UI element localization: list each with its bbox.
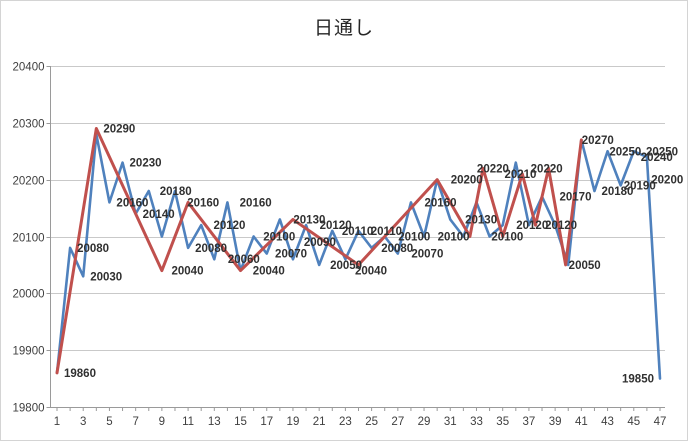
data-label: 20120 <box>545 220 577 232</box>
data-label: 20200 <box>651 175 683 187</box>
data-label: 20070 <box>275 249 307 261</box>
svg-text:19900: 19900 <box>13 346 45 358</box>
svg-text:17: 17 <box>260 416 273 428</box>
data-label: 20160 <box>116 197 148 209</box>
data-label: 20130 <box>465 214 497 226</box>
data-label: 20210 <box>504 169 536 181</box>
data-label: 20050 <box>569 260 601 272</box>
svg-text:11: 11 <box>182 416 194 428</box>
svg-text:20400: 20400 <box>13 62 45 74</box>
svg-text:1: 1 <box>54 416 60 428</box>
data-label: 20120 <box>213 220 245 232</box>
svg-text:13: 13 <box>208 416 221 428</box>
y-axis <box>46 66 51 408</box>
svg-text:33: 33 <box>470 416 483 428</box>
svg-text:25: 25 <box>365 416 378 428</box>
svg-text:19: 19 <box>287 416 300 428</box>
data-label: 20170 <box>560 192 592 204</box>
data-label: 20100 <box>263 232 295 244</box>
svg-text:29: 29 <box>418 416 431 428</box>
data-label: 19860 <box>64 368 96 380</box>
data-label: 19850 <box>622 374 654 386</box>
data-label: 20180 <box>160 186 192 198</box>
data-label: 20120 <box>320 220 352 232</box>
data-label: 20040 <box>253 266 285 278</box>
svg-text:20300: 20300 <box>13 119 45 131</box>
data-label: 20110 <box>342 226 373 238</box>
data-label: 20110 <box>371 226 402 238</box>
svg-text:37: 37 <box>523 416 536 428</box>
data-label: 20120 <box>516 220 548 232</box>
svg-text:39: 39 <box>549 416 562 428</box>
data-label: 20030 <box>90 271 122 283</box>
svg-text:3: 3 <box>80 416 86 428</box>
data-label: 20090 <box>304 237 336 249</box>
data-labels: 19860 20080 20030 20290 20160 20230 20140 20180… <box>64 124 683 386</box>
data-label: 20250 <box>646 146 678 158</box>
chart-title: 日通し <box>313 18 374 39</box>
data-label: 20130 <box>293 214 325 226</box>
data-label: 20080 <box>77 243 109 255</box>
svg-text:27: 27 <box>391 416 404 428</box>
series-blue <box>55 132 662 380</box>
data-label: 20180 <box>601 186 633 198</box>
data-label: 20050 <box>330 260 362 272</box>
data-label: 20100 <box>491 232 523 244</box>
svg-text:31: 31 <box>444 416 457 428</box>
svg-text:43: 43 <box>601 416 614 428</box>
y-axis-labels: 20400 20300 20200 20100 20000 19900 19800 <box>13 62 45 415</box>
data-label: 20100 <box>438 232 470 244</box>
svg-text:21: 21 <box>313 416 326 428</box>
data-label: 20160 <box>424 197 456 209</box>
svg-text:7: 7 <box>132 416 138 428</box>
data-label: 20190 <box>624 180 656 192</box>
svg-text:20100: 20100 <box>13 233 45 245</box>
svg-text:20000: 20000 <box>13 289 45 301</box>
data-label: 20140 <box>143 209 175 221</box>
data-label: 20200 <box>451 175 483 187</box>
data-label: 20070 <box>411 249 443 261</box>
data-label: 20240 <box>641 152 673 164</box>
data-label: 20080 <box>381 243 413 255</box>
svg-text:35: 35 <box>496 416 509 428</box>
data-label: 20080 <box>195 243 227 255</box>
data-label: 20270 <box>582 135 614 147</box>
data-label: 20230 <box>130 158 162 170</box>
svg-text:23: 23 <box>339 416 352 428</box>
data-label: 20040 <box>171 266 203 278</box>
svg-text:45: 45 <box>627 416 640 428</box>
data-label: 20220 <box>531 163 563 175</box>
data-label: 20040 <box>355 266 387 278</box>
svg-text:9: 9 <box>159 416 165 428</box>
data-label: 20290 <box>103 124 135 136</box>
svg-text:19800: 19800 <box>13 403 45 415</box>
data-label: 20060 <box>228 254 260 266</box>
gridlines <box>50 66 665 408</box>
data-label: 20100 <box>398 232 430 244</box>
svg-text:5: 5 <box>106 416 112 428</box>
svg-text:41: 41 <box>575 416 588 428</box>
svg-text:20200: 20200 <box>13 176 45 188</box>
svg-text:47: 47 <box>654 416 667 428</box>
x-axis <box>56 407 661 411</box>
data-label: 20250 <box>609 146 641 158</box>
data-label: 20160 <box>240 197 272 209</box>
series-red <box>55 127 583 375</box>
svg-text:15: 15 <box>234 416 247 428</box>
data-label: 20160 <box>187 197 219 209</box>
x-axis-labels: 1 3 5 7 9 11 13 15 17 19 21 23 25 27 29 31 33 35 37 39 41 43 4… <box>54 416 667 428</box>
data-label: 20220 <box>477 163 509 175</box>
